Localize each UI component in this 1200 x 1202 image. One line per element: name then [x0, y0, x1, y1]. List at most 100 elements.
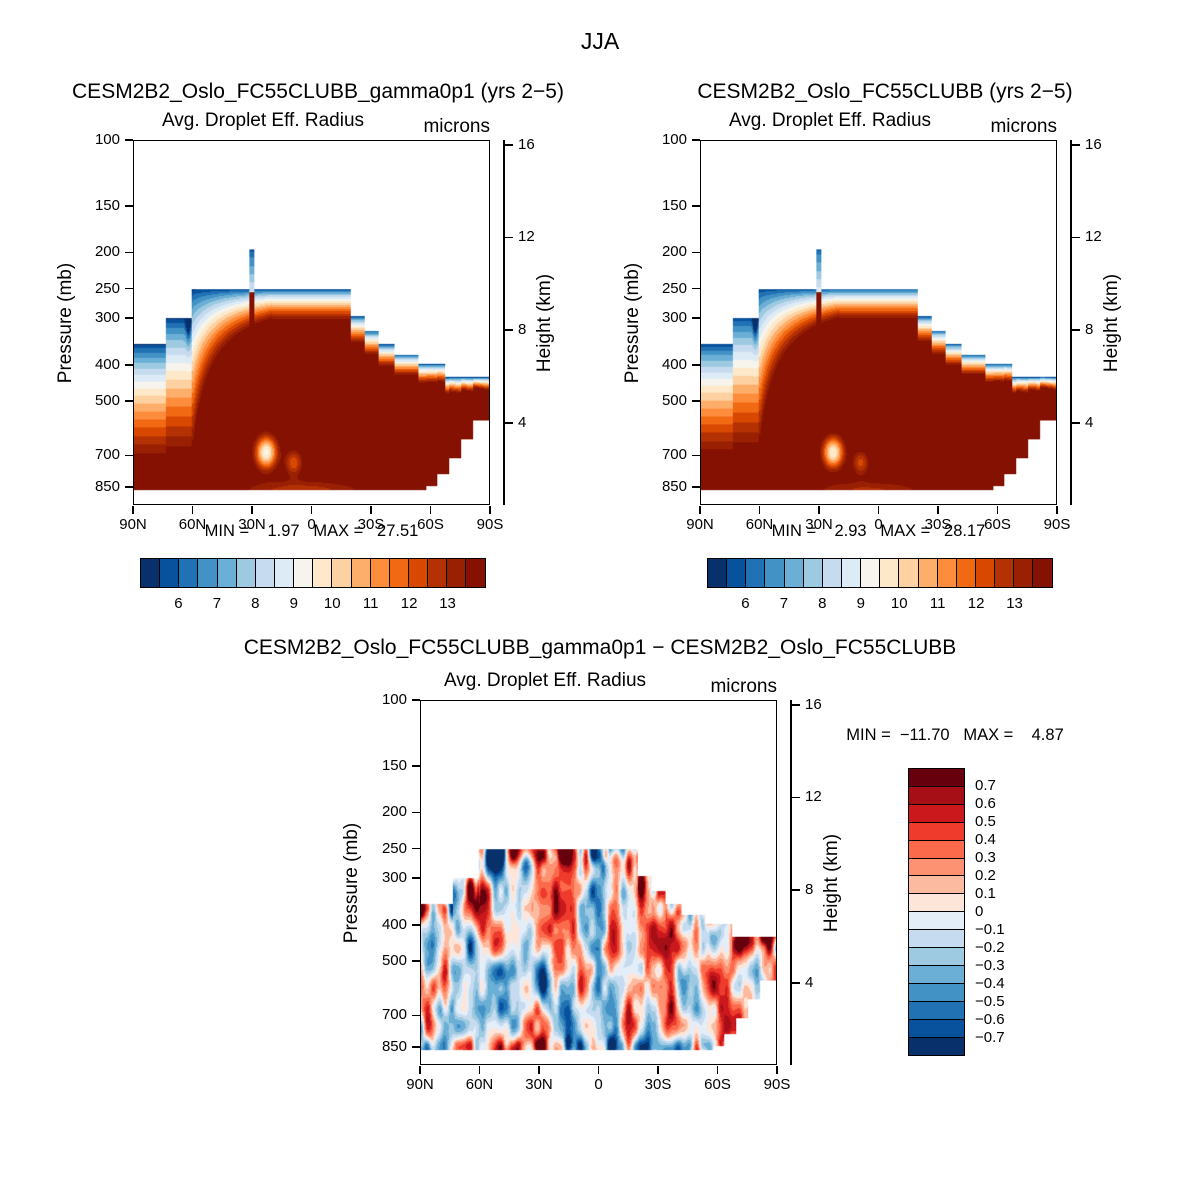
latitude-tick-label: 30S	[924, 516, 952, 533]
pressure-tick	[125, 251, 133, 254]
latitude-tick	[1056, 506, 1058, 514]
colorbar-cell	[908, 875, 965, 895]
colorbar-cell	[908, 911, 965, 931]
panel2-units-label: microns	[990, 116, 1057, 137]
pressure-tick-label: 200	[94, 243, 120, 261]
colorbar-tick-label: 0.4	[975, 831, 996, 848]
height-tick	[791, 889, 800, 891]
colorbar-cell	[273, 558, 295, 588]
colorbar-cell	[908, 768, 965, 788]
latitude-tick-label: 90S	[763, 1076, 791, 1093]
latitude-tick-label: 90S	[1043, 516, 1071, 533]
colorbar-cell	[908, 1000, 965, 1021]
pressure-tick	[125, 204, 133, 207]
colorbar-cell	[1032, 558, 1054, 588]
height-tick	[504, 329, 513, 331]
latitude-tick-label: 60N	[178, 516, 207, 533]
panel2-plot-area	[700, 140, 1057, 505]
height-tick-label: 8	[518, 321, 527, 339]
colorbar-cell	[140, 558, 161, 588]
colorbar-cell	[427, 558, 448, 588]
panel3-title: CESM2B2_Oslo_FC55CLUBB_gamma0p1 − CESM2B…	[243, 636, 957, 659]
pressure-tick	[412, 923, 420, 926]
colorbar-tick-label: 7	[212, 595, 222, 612]
colorbar-cell	[178, 558, 200, 588]
colorbar-cell	[908, 1018, 965, 1039]
colorbar-tick-label: 0	[975, 903, 984, 920]
colorbar-cell	[908, 1036, 965, 1057]
height-tick-label: 4	[1085, 413, 1094, 431]
pressure-tick-label: 300	[661, 309, 687, 327]
pressure-tick	[412, 1014, 420, 1017]
height-tick	[1071, 236, 1080, 239]
pressure-tick	[412, 699, 420, 701]
colorbar-cell	[159, 558, 180, 588]
pressure-tick	[692, 317, 700, 319]
pressure-tick-label: 300	[94, 309, 120, 327]
latitude-tick-label: 60S	[984, 516, 1011, 533]
latitude-tick-label: 30S	[644, 1076, 672, 1093]
pressure-tick	[412, 847, 420, 850]
latitude-tick-label: 60N	[745, 516, 774, 533]
colorbar-cell	[898, 558, 920, 588]
panel2-title: CESM2B2_Oslo_FC55CLUBB (yrs 2−5)	[697, 80, 1073, 103]
colorbar-tick-label: 9	[856, 595, 865, 612]
panel1-units-label: microns	[423, 116, 490, 137]
height-tick	[1071, 329, 1080, 331]
latitude-tick	[429, 506, 432, 514]
latitude-tick	[538, 1066, 540, 1074]
latitude-tick-label: 90N	[406, 1076, 434, 1093]
colorbar-cell	[908, 803, 965, 824]
latitude-tick	[776, 1066, 778, 1074]
height-tick-label: 4	[518, 413, 527, 431]
colorbar-cell	[821, 558, 843, 588]
height-tick	[1071, 421, 1080, 424]
colorbar-tick-label: 0.6	[975, 795, 996, 812]
panel3-minmax: MIN = −11.70 MAX = 4.87	[846, 726, 1064, 744]
latitude-tick	[489, 506, 491, 514]
panel2-subtitle: Avg. Droplet Eff. Radius	[728, 110, 932, 131]
pressure-tick-label: 100	[661, 131, 687, 148]
pressure-tick	[692, 139, 700, 141]
panel1-colorbar	[140, 558, 487, 588]
height-tick-label: 12	[1085, 228, 1102, 246]
colorbar-cell	[908, 857, 965, 878]
pressure-tick-label: 500	[381, 951, 407, 969]
pressure-tick	[412, 811, 420, 814]
height-tick-label: 16	[805, 695, 822, 713]
colorbar-cell	[908, 839, 965, 860]
height-tick	[791, 981, 800, 984]
height-tick-label: 8	[805, 881, 814, 899]
colorbar-tick-label: −0.6	[975, 1011, 1005, 1028]
colorbar-tick-label: 8	[818, 595, 827, 612]
latitude-tick	[699, 506, 701, 514]
colorbar-cell	[254, 558, 276, 588]
panel3-contour-canvas	[421, 701, 776, 1064]
colorbar-cell	[840, 558, 862, 588]
panel3-colorbar	[908, 768, 965, 1057]
latitude-tick-label: 60S	[417, 516, 444, 533]
height-tick	[504, 421, 513, 424]
colorbar-cell	[369, 558, 391, 588]
pressure-tick	[692, 287, 700, 290]
pressure-tick	[692, 363, 700, 366]
height-tick-label: 16	[518, 135, 535, 153]
pressure-tick-label: 150	[94, 196, 120, 214]
colorbar-cell	[879, 558, 900, 588]
latitude-tick-label: 30N	[805, 516, 833, 533]
pressure-tick-label: 200	[381, 803, 407, 821]
panel1-minmax: MIN = 1.97 MAX = 27.51	[204, 522, 419, 540]
latitude-tick	[758, 506, 761, 514]
colorbar-cell	[312, 558, 333, 588]
panel3-subtitle: Avg. Droplet Eff. Radius	[443, 670, 647, 691]
colorbar-tick-label: −0.7	[975, 1029, 1005, 1046]
figure-title: JJA	[580, 28, 620, 54]
latitude-tick	[937, 506, 939, 514]
pressure-tick-label: 150	[381, 756, 407, 774]
pressure-tick	[125, 454, 133, 457]
pressure-tick	[412, 764, 420, 767]
colorbar-cell	[465, 558, 487, 588]
colorbar-cell	[235, 558, 257, 588]
colorbar-cell	[908, 982, 965, 1003]
